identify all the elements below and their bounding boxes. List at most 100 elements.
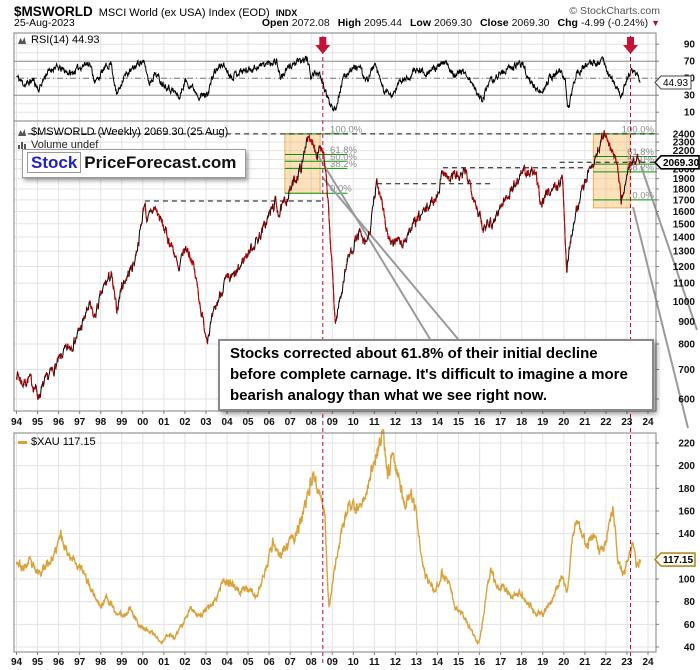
quote-value-open: 2072.08 <box>291 17 330 29</box>
svg-text:95: 95 <box>32 657 44 668</box>
svg-text:19: 19 <box>537 657 549 668</box>
price-legend-label: $MSWORLD (Weekly) 2069.30 (25 Aug) <box>31 126 229 138</box>
svg-text:10: 10 <box>348 417 360 428</box>
svg-text:99: 99 <box>116 657 128 668</box>
svg-text:200: 200 <box>678 461 695 472</box>
callout-lines <box>315 151 698 429</box>
xau-line-swatch-icon <box>18 440 27 444</box>
svg-text:04: 04 <box>221 417 233 428</box>
svg-text:1300: 1300 <box>673 247 696 258</box>
svg-text:90: 90 <box>684 40 696 51</box>
svg-text:09: 09 <box>327 657 339 668</box>
svg-text:1900: 1900 <box>673 174 696 185</box>
svg-text:16: 16 <box>474 417 486 428</box>
stockcharts-credit-link[interactable]: © StockCharts.com <box>569 5 660 17</box>
svg-text:08: 08 <box>306 657 318 668</box>
svg-text:98: 98 <box>95 417 107 428</box>
svg-text:02: 02 <box>179 657 191 668</box>
svg-text:1600: 1600 <box>673 207 696 218</box>
svg-text:1500: 1500 <box>673 219 696 230</box>
svg-text:22: 22 <box>600 417 612 428</box>
change-direction-down-icon: ▼ <box>651 18 660 28</box>
svg-text:1000: 1000 <box>673 297 696 308</box>
svg-text:15: 15 <box>453 417 465 428</box>
rsi-legend: RSI(14) 44.93 <box>17 34 99 46</box>
down-arrow-icon-2008 <box>315 37 331 54</box>
svg-text:38.2%: 38.2% <box>330 159 357 170</box>
svg-text:2300: 2300 <box>673 138 696 149</box>
svg-text:02: 02 <box>179 417 191 428</box>
svg-text:18: 18 <box>516 417 528 428</box>
svg-text:10: 10 <box>684 108 696 119</box>
svg-text:220: 220 <box>678 439 695 450</box>
svg-text:1200: 1200 <box>673 262 696 273</box>
svg-text:60: 60 <box>684 620 696 631</box>
svg-text:04: 04 <box>221 657 233 668</box>
svg-text:20: 20 <box>558 657 570 668</box>
svg-text:21: 21 <box>579 417 591 428</box>
quote-value-high: 2095.44 <box>364 17 402 29</box>
svg-text:2400: 2400 <box>673 129 696 140</box>
quote-label-chg: Chg <box>557 17 578 29</box>
svg-text:13: 13 <box>411 657 423 668</box>
svg-text:18: 18 <box>516 657 528 668</box>
svg-text:07: 07 <box>285 657 297 668</box>
svg-text:0.0%: 0.0% <box>632 190 654 201</box>
svg-text:100.0%: 100.0% <box>622 124 655 135</box>
quote-row: 25-Aug-2023 Open 2072.08 High 2095.44 Low 206… <box>14 17 660 30</box>
price-legend: $MSWORLD (Weekly) 2069.30 (25 Aug) <box>17 126 228 138</box>
svg-text:01: 01 <box>158 657 170 668</box>
svg-text:1100: 1100 <box>673 279 695 290</box>
price-value-label: 2069.30 <box>653 154 700 170</box>
svg-text:40: 40 <box>684 643 696 654</box>
svg-text:180: 180 <box>678 484 695 495</box>
svg-text:98: 98 <box>95 657 107 668</box>
svg-text:23: 23 <box>621 417 633 428</box>
svg-text:800: 800 <box>678 339 695 350</box>
svg-text:17: 17 <box>495 417 507 428</box>
svg-text:24: 24 <box>642 417 654 428</box>
svg-text:01: 01 <box>158 417 170 428</box>
svg-text:30: 30 <box>684 91 696 102</box>
svg-text:14: 14 <box>432 657 444 668</box>
svg-text:22: 22 <box>600 657 612 668</box>
svg-text:03: 03 <box>200 657 212 668</box>
svg-text:11: 11 <box>369 417 380 428</box>
svg-text:1400: 1400 <box>673 232 696 243</box>
svg-text:06: 06 <box>264 417 276 428</box>
indicator-icon <box>18 37 26 44</box>
svg-text:00: 00 <box>137 417 149 428</box>
svg-text:80: 80 <box>684 597 696 608</box>
svg-text:03: 03 <box>200 417 212 428</box>
svg-text:95: 95 <box>32 417 44 428</box>
rsi-value-label: 44.93 <box>654 75 692 90</box>
quote-date: 25-Aug-2023 <box>14 17 75 29</box>
price-series-down-ticks <box>16 130 641 401</box>
svg-text:0.0%: 0.0% <box>330 184 352 195</box>
svg-text:09: 09 <box>327 417 339 428</box>
rsi-legend-label: RSI(14) 44.93 <box>31 34 100 46</box>
svg-text:100: 100 <box>678 575 695 586</box>
svg-text:99: 99 <box>116 417 128 428</box>
xau-series <box>15 428 641 646</box>
xau-value-label: 117.15 <box>653 552 696 567</box>
svg-text:100.0%: 100.0% <box>330 124 363 135</box>
quote-label-low: Low <box>410 17 431 29</box>
quote-value-low: 2069.30 <box>434 17 472 29</box>
xau-legend-label: $XAU 117.15 <box>31 436 96 448</box>
svg-text:160: 160 <box>678 507 695 518</box>
svg-text:50.0%: 50.0% <box>627 155 654 166</box>
symbol: $MSWORLD <box>14 4 93 19</box>
svg-text:11: 11 <box>369 657 380 668</box>
svg-text:21: 21 <box>579 657 591 668</box>
logo-stock-part: Stock <box>27 152 82 173</box>
svg-text:15: 15 <box>453 657 465 668</box>
stockpriceforecast-logo: Stock PriceForecast.com <box>22 149 247 178</box>
volume-icon <box>18 142 26 149</box>
svg-text:2000: 2000 <box>673 164 696 175</box>
chart-header: $MSWORLD MSCI World (ex USA) Index (EOD) I… <box>14 3 660 19</box>
svg-text:00: 00 <box>137 657 149 668</box>
svg-text:1700: 1700 <box>673 195 696 206</box>
svg-text:50.0%: 50.0% <box>330 152 357 163</box>
